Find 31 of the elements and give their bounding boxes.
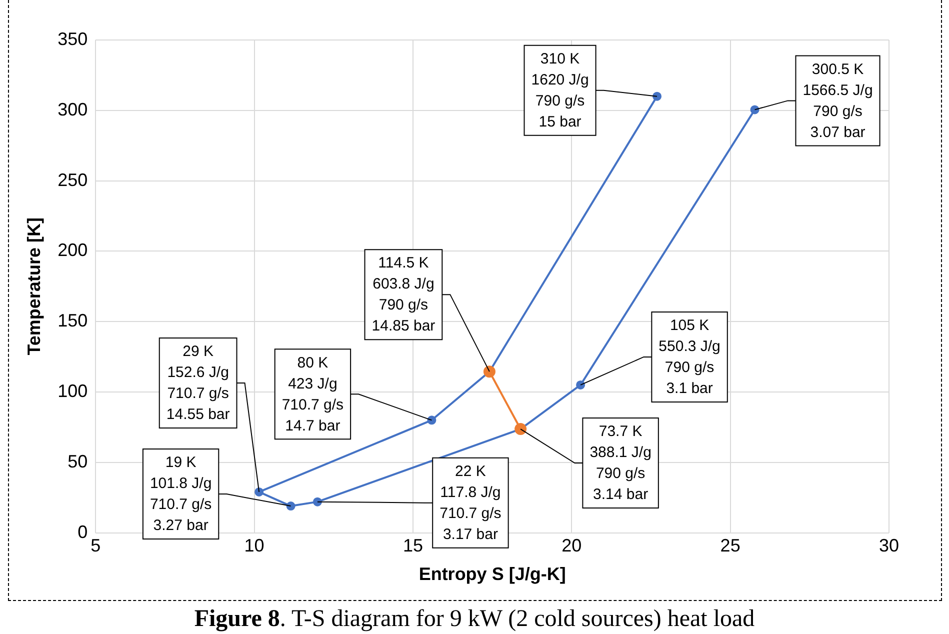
x-tick-label: 15 <box>402 536 423 556</box>
annotation: 300.5 K 1566.5 J/g 790 g/s 3.07 bar <box>802 60 873 141</box>
y-tick-label: 200 <box>58 240 88 260</box>
y-tick-label: 0 <box>78 522 88 542</box>
y-tick-label: 300 <box>58 99 88 120</box>
point <box>254 487 264 496</box>
annotation: 114.5 K 603.8 J/g 790 g/s 14.85 bar <box>372 254 436 335</box>
point <box>312 497 322 506</box>
y-tick-label: 100 <box>58 380 88 401</box>
y-tick-label: 50 <box>68 451 88 472</box>
caption: Figure 8. T-S diagram for 9 kW (2 cold sources) heat load <box>193 606 756 633</box>
annotation: 105 K 550.3 J/g 790 g/s 3.1 bar <box>658 317 720 398</box>
x-axis-title: Entropy S [J/g-K] <box>418 564 566 584</box>
annotation: 29 K 152.6 J/g 710.7 g/s 14.55 bar <box>166 343 230 424</box>
x-tick-label: 25 <box>720 536 740 556</box>
point <box>652 92 662 101</box>
point <box>576 380 586 390</box>
annotation: 80 K 423 J/g 710.7 g/s 14.7 bar <box>282 354 344 434</box>
annotation: 310 K 1620 J/g 790 g/s 15 bar <box>531 50 589 130</box>
x-tick-label: 10 <box>244 536 264 556</box>
x-tick-label: 20 <box>562 536 582 556</box>
y-tick-label: 350 <box>58 28 88 49</box>
x-tick-label: 30 <box>878 536 900 556</box>
annotation: 22 K 117.8 J/g 710.7 g/s 3.17 bar <box>440 462 502 543</box>
annotation: 19 K 101.8 J/g 710.7 g/s 3.27 bar <box>150 454 212 534</box>
point <box>427 416 436 425</box>
y-axis-title: Temperature [K] <box>24 218 44 356</box>
annotation: 73.7 K 388.1 J/g 790 g/s 3.14 bar <box>590 423 652 504</box>
y-tick-label: 250 <box>58 170 88 190</box>
y-tick-label: 150 <box>58 310 88 331</box>
x-tick-label: 5 <box>90 536 101 556</box>
